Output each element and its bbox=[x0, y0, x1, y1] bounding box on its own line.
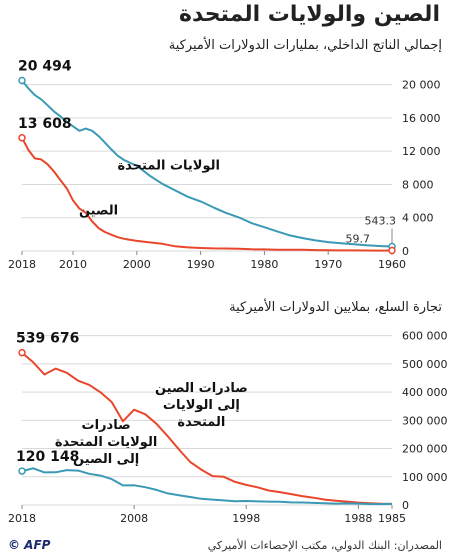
x-tick-label: 1980 bbox=[250, 258, 278, 271]
trade-chart: 0 100 000 200 000 300 000 400 000 500 000 600 … bbox=[8, 330, 448, 525]
y-tick-label: 600 000 bbox=[402, 330, 448, 343]
x-tick-label: 1988 bbox=[344, 512, 372, 525]
y-tick-label: 200 000 bbox=[402, 443, 448, 456]
y-tick-label: 100 000 bbox=[402, 471, 448, 484]
x-tick-label: 2010 bbox=[59, 258, 87, 271]
y-tick-label: 400 000 bbox=[402, 386, 448, 399]
y-tick-label: 8 000 bbox=[402, 178, 434, 191]
end-point-marker bbox=[18, 348, 26, 357]
series-line-us bbox=[21, 79, 393, 248]
end-point-marker bbox=[18, 467, 26, 475]
end-point-marker bbox=[18, 134, 26, 142]
us-gdp-end-value: 20 494 bbox=[18, 59, 72, 75]
start-point-marker bbox=[388, 246, 396, 255]
y-tick-label: 0 bbox=[402, 499, 409, 512]
us-series-label: الولايات المتحدة bbox=[118, 158, 220, 173]
x-tick-label: 1985 bbox=[378, 512, 406, 525]
afp-logo: © AFP bbox=[8, 538, 51, 552]
china-exports-end-value: 539 676 bbox=[16, 331, 79, 347]
x-tick-label: 2000 bbox=[123, 258, 151, 271]
y-tick-label: 16 000 bbox=[402, 112, 441, 125]
x-tick-label: 1970 bbox=[314, 258, 342, 271]
end-point-marker bbox=[18, 76, 26, 85]
y-tick-label: 0 bbox=[402, 245, 409, 258]
china-exports-label-line: إلى الولايات bbox=[163, 398, 240, 413]
china-gdp-end-value: 13 608 bbox=[18, 116, 72, 132]
x-tick-label: 2018 bbox=[8, 258, 36, 271]
x-tick-label: 1960 bbox=[378, 258, 406, 271]
y-tick-label: 500 000 bbox=[402, 358, 448, 371]
us-exports-label-line: صادرات bbox=[82, 418, 131, 433]
us-exports-end-value: 120 148 bbox=[16, 449, 79, 465]
page-title: الصين والولايات المتحدة bbox=[179, 2, 440, 27]
y-tick-label: 20 000 bbox=[402, 79, 441, 92]
source-note: المصدران: البنك الدولي، مكتب الإحصاءات ا… bbox=[207, 539, 442, 552]
x-tick-label: 2008 bbox=[120, 512, 148, 525]
series-line-us bbox=[21, 467, 393, 506]
china-gdp-start-value: 59.7 bbox=[346, 233, 371, 246]
y-tick-label: 12 000 bbox=[402, 145, 441, 158]
us-exports-label-line: إلى الصين bbox=[73, 452, 139, 467]
gdp-chart-title: إجمالي الناتج الداخلي، بمليارات الدولارا… bbox=[168, 38, 442, 53]
us-gdp-start-value: 543.3 bbox=[365, 214, 397, 227]
china-exports-label-line: صادرات الصين bbox=[155, 381, 248, 396]
trade-chart-title: تجارة السلع، بملايين الدولارات الأميركية bbox=[229, 300, 442, 315]
china-series-label: الصين bbox=[79, 203, 118, 218]
china-exports-label-line: المتحدة bbox=[177, 415, 225, 430]
series-line-china bbox=[21, 137, 393, 252]
y-tick-label: 300 000 bbox=[402, 414, 448, 427]
gdp-chart: 0 4 000 8 000 12 000 16 000 20 000 2018 2010 200… bbox=[8, 59, 441, 271]
y-tick-label: 4 000 bbox=[402, 212, 434, 225]
x-tick-label: 2018 bbox=[8, 512, 36, 525]
series-line-china bbox=[21, 351, 393, 505]
x-tick-label: 1998 bbox=[232, 512, 260, 525]
x-tick-label: 1990 bbox=[187, 258, 215, 271]
us-exports-label-line: الولايات المتحدة bbox=[55, 435, 157, 450]
